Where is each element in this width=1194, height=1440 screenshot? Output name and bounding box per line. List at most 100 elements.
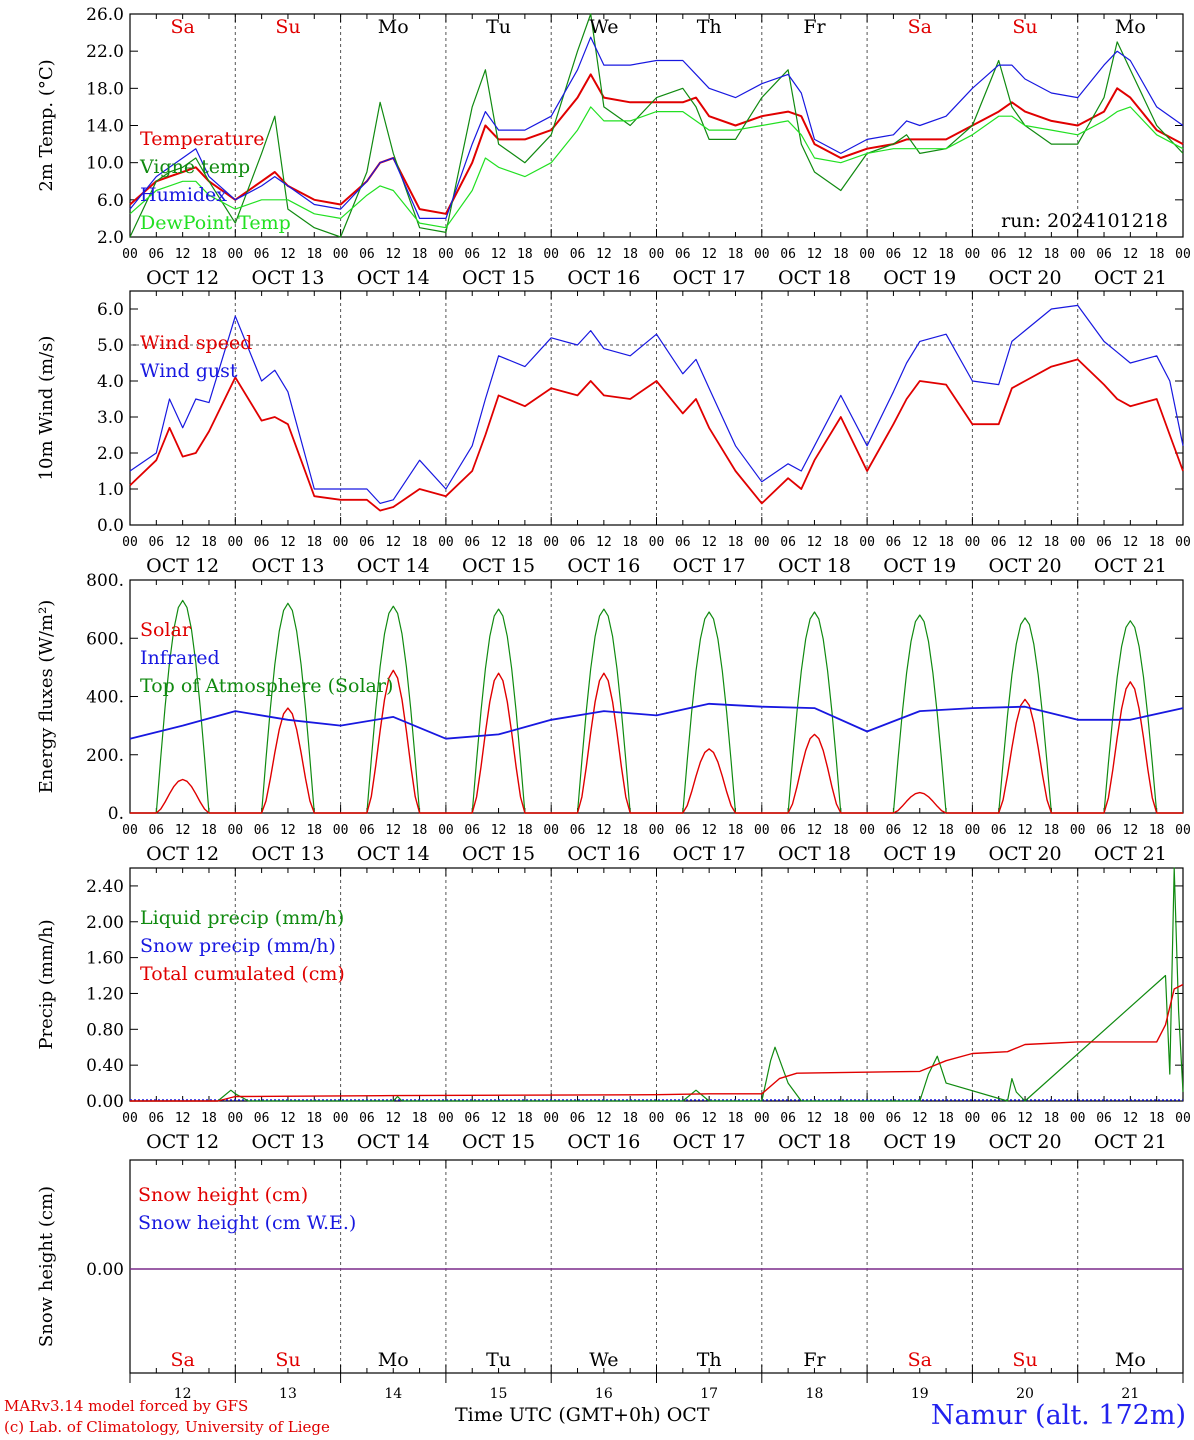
hour-tick-label: 06 [254,535,270,550]
hour-tick-label: 06 [675,823,691,838]
series-line [129,702,1184,740]
hour-tick-label: 00 [965,823,981,838]
legend-entry: Snow height (cm W.E.) [138,1212,356,1234]
hour-tick-label: 00 [1175,823,1191,838]
hour-tick-label: 18 [1149,535,1165,550]
hour-tick-label: 06 [570,1111,586,1126]
hour-tick-label: 18 [306,823,322,838]
day-label: OCT 17 [673,843,746,865]
day-label: OCT 20 [989,555,1062,577]
weekday-label: We [589,16,618,38]
hour-tick-label: 12 [175,823,191,838]
hour-tick-label: 12 [1123,1111,1139,1126]
series-line [129,106,1184,229]
y-tick-label: 0. [108,804,124,824]
hour-tick-label: 00 [859,535,875,550]
y-tick-label: 400. [86,688,124,708]
day-label: OCT 14 [357,267,430,289]
day-label: OCT 19 [883,555,956,577]
hour-tick-label: 06 [886,1111,902,1126]
run-annotation: run: 2024101218 [1001,210,1168,232]
hour-tick-label: 18 [517,1111,533,1126]
y-tick-label: 6.0 [97,191,124,211]
hour-tick-label: 06 [570,247,586,262]
y-tick-label: 2.00 [86,913,124,933]
hour-tick-label: 12 [596,247,612,262]
y-tick-label: 600. [86,629,124,649]
hour-tick-label: 12 [280,1111,296,1126]
hour-tick-label: 18 [622,1111,638,1126]
y-tick-label: 22.0 [86,42,124,62]
y-tick-label: 18.0 [86,79,124,99]
hour-tick-label: 00 [227,247,243,262]
y-tick-label: 1.60 [86,949,124,969]
hour-tick-label: 12 [807,1111,823,1126]
hour-tick-label: 18 [1044,247,1060,262]
hour-tick-label: 12 [280,247,296,262]
weekday-label: Th [697,16,722,38]
hour-tick-label: 00 [543,247,559,262]
hour-tick-label: 00 [122,823,138,838]
hour-tick-label: 12 [491,823,507,838]
hour-tick-label: 12 [385,535,401,550]
hour-tick-label: 18 [201,1111,217,1126]
day-label: OCT 13 [251,555,324,577]
station-label: Namur (alt. 172m) [930,1400,1186,1431]
weekday-label: Su [275,16,300,38]
hour-tick-label: 00 [543,823,559,838]
day-label: OCT 15 [462,267,535,289]
hour-tick-label: 00 [333,535,349,550]
day-label: OCT 20 [989,1131,1062,1153]
hour-tick-label: 06 [886,247,902,262]
y-tick-label: 2.0 [97,228,124,248]
hour-tick-label: 12 [1017,823,1033,838]
hour-tick-label: 00 [1175,535,1191,550]
weekday-label: Sa [908,16,932,38]
hour-tick-label: 12 [1123,823,1139,838]
hour-tick-label: 00 [227,823,243,838]
weekday-label: Tu [486,16,511,38]
hour-tick-label: 00 [122,1111,138,1126]
hour-tick-label: 12 [701,535,717,550]
day-label: OCT 21 [1094,267,1167,289]
y-tick-label: 0.80 [86,1020,124,1040]
series-line [130,669,1183,814]
weekday-label: Fr [803,16,826,38]
weekday-label: Fr [803,1349,826,1371]
hour-tick-label: 06 [464,1111,480,1126]
hour-tick-label: 12 [175,535,191,550]
hour-tick-label: 06 [464,247,480,262]
day-label: OCT 18 [778,843,851,865]
hour-tick-label: 06 [675,247,691,262]
hour-tick-label: 18 [938,1111,954,1126]
day-label: OCT 15 [462,843,535,865]
hour-tick-label: 18 [938,247,954,262]
day-label: OCT 15 [462,555,535,577]
hour-tick-label: 18 [728,1111,744,1126]
hour-tick-label: 12 [701,247,717,262]
day-number-label: 20 [1016,1386,1034,1402]
hour-tick-label: 06 [886,823,902,838]
hour-tick-label: 06 [148,823,164,838]
hour-tick-label: 18 [1044,1111,1060,1126]
hour-tick-label: 12 [385,823,401,838]
day-label: OCT 17 [673,267,746,289]
series-line [129,304,1184,504]
hour-tick-label: 06 [148,247,164,262]
hour-tick-label: 12 [1017,247,1033,262]
hour-tick-label: 00 [1070,1111,1086,1126]
hour-tick-label: 06 [1096,247,1112,262]
hour-tick-label: 06 [570,535,586,550]
day-label: OCT 16 [567,555,640,577]
day-label: OCT 13 [251,843,324,865]
y-tick-label: 4.0 [97,372,124,392]
hour-tick-label: 06 [464,823,480,838]
day-label: OCT 16 [567,267,640,289]
day-label: OCT 20 [989,267,1062,289]
hour-tick-label: 12 [701,823,717,838]
hour-tick-label: 06 [359,535,375,550]
day-label: OCT 16 [567,1131,640,1153]
hour-tick-label: 06 [148,535,164,550]
hour-tick-label: 06 [254,823,270,838]
